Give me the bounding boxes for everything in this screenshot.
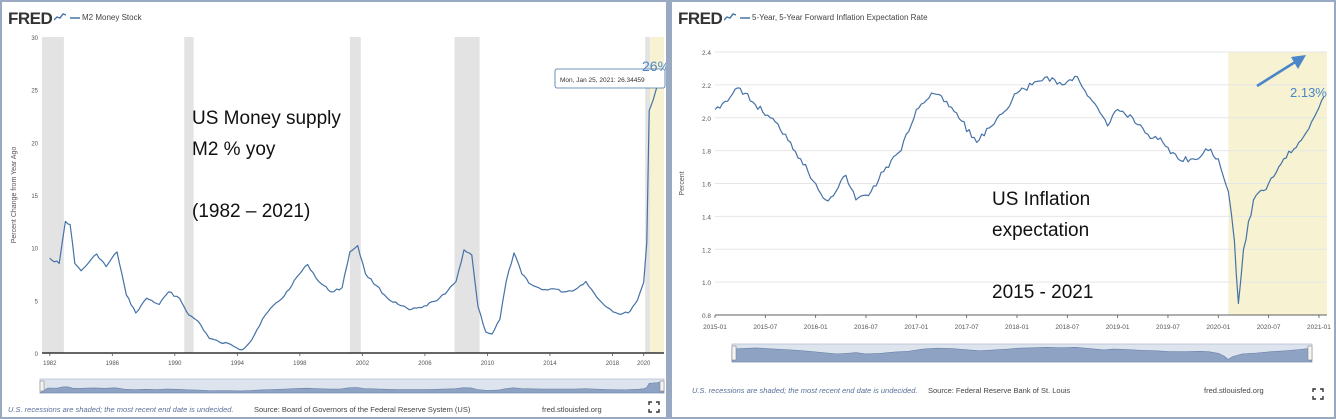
x-tick-label: 2020: [637, 361, 651, 367]
x-tick-label: 2019-01: [1106, 324, 1130, 331]
tooltip-border: [554, 68, 666, 89]
annotation-line: 2015 - 2021: [992, 282, 1094, 303]
fred-logo[interactable]: FRED: [678, 9, 723, 28]
x-tick-label: 2020-07: [1257, 324, 1281, 331]
inflation-chart-panel: FRED 5-Year, 5-Year Forward Inflation Ex…: [672, 2, 1334, 417]
fullscreen-icon[interactable]: [1312, 388, 1324, 400]
annotation-line: [192, 165, 341, 196]
series-line: [49, 75, 661, 351]
y-tick-label: 0.8: [702, 313, 711, 320]
panel-divider: [666, 0, 672, 419]
y-tick-label: 1.0: [702, 280, 711, 287]
x-tick-label: 2017-07: [955, 324, 979, 331]
x-tick-label: 2006: [418, 361, 432, 367]
navigator-series: [731, 346, 1313, 363]
x-tick-label: 2020-01: [1206, 324, 1230, 331]
annotation-line: expectation: [992, 220, 1090, 241]
navigator-series: [38, 381, 665, 394]
x-tick-label: 2002: [356, 361, 370, 367]
recession-band: [349, 37, 361, 353]
series-legend-line: [740, 17, 750, 19]
recession-band: [454, 37, 480, 353]
recession-footnote: U.S. recessions are shaded; the most rec…: [692, 386, 918, 395]
series-legend-line: [70, 17, 80, 19]
y-tick-label: 2.4: [702, 50, 711, 57]
x-tick-label: 2017-01: [904, 324, 928, 331]
x-tick-label: 2018: [606, 361, 620, 367]
y-tick-label: 1.2: [702, 247, 711, 254]
annotation-line: (1982 – 2021): [192, 201, 311, 222]
x-tick-label: 2016-01: [804, 324, 828, 331]
percent-callout: 2.13%: [1290, 85, 1327, 100]
y-tick-label: 25: [31, 89, 38, 95]
y-tick-label: 1.4: [702, 214, 711, 221]
x-tick-label: 2014: [543, 361, 557, 367]
fred-chart-icon: [724, 13, 736, 21]
x-tick-label: 2010: [481, 361, 495, 367]
y-tick-label: 20: [31, 141, 38, 147]
percent-callout: 26%: [642, 58, 666, 74]
navigator-handle[interactable]: [39, 380, 45, 392]
y-axis-label: Percent Change from Year Ago: [11, 147, 18, 244]
x-tick-label: 1998: [293, 361, 307, 367]
tooltip-box: Mon, Jan 25, 2021: 26.34459: [554, 68, 666, 89]
fred-url[interactable]: fred.stlouisfed.org: [542, 405, 602, 414]
source-footnote: Source: Federal Reserve Bank of St. Loui…: [928, 386, 1071, 395]
y-tick-label: 1.6: [702, 182, 711, 189]
x-tick-label: 2018-01: [1005, 324, 1029, 331]
m2-chart-svg: 0 5 10 15 20 25 30 1982 1986 1990 1994 1998 2002 2006…: [11, 36, 666, 394]
recession-band: [42, 37, 64, 353]
annotation-line: M2 % yoy: [192, 139, 276, 160]
highlight-band: [645, 37, 664, 353]
x-tick-label: 1986: [106, 361, 120, 367]
series-title: 5-Year, 5-Year Forward Inflation Expecta…: [752, 13, 928, 22]
y-tick-label: 15: [31, 194, 38, 200]
series-title: M2 Money Stock: [82, 13, 142, 22]
recession-band: [184, 37, 194, 353]
y-tick-label: 10: [31, 247, 38, 253]
y-tick-label: 2.2: [702, 83, 711, 90]
x-tick-label: 2018-07: [1055, 324, 1079, 331]
annotation-line: [992, 246, 1093, 277]
navigator-handle[interactable]: [731, 345, 737, 361]
trend-arrow-head: [1291, 55, 1306, 69]
y-tick-label: 30: [31, 36, 38, 42]
source-footnote: Source: Board of Governors of the Federa…: [254, 405, 471, 414]
x-tick-label: 2021-01: [1307, 324, 1331, 331]
y-tick-label: 1.8: [702, 149, 711, 156]
y-tick-label: 2.0: [702, 116, 711, 123]
fred-chart-icon: [54, 13, 66, 21]
navigator-handle[interactable]: [1307, 345, 1313, 361]
tooltip-text: Mon, Jan 25, 2021: 26.34459: [560, 77, 645, 84]
annotation-line: US Inflation: [992, 189, 1091, 210]
annotation-line: US Money supply: [192, 108, 341, 129]
fred-logo[interactable]: FRED: [8, 9, 53, 28]
x-tick-label: 2019-07: [1156, 324, 1180, 331]
m2-chart-panel: FRED M2 Money Stock 0 5 10 15 20 25 30 1982 1986…: [2, 2, 666, 417]
x-tick-label: 1990: [168, 361, 182, 367]
y-tick-label: 0: [35, 352, 39, 358]
series-line: [714, 75, 1325, 305]
x-tick-label: 2016-07: [854, 324, 878, 331]
y-axis-label: Percent: [679, 171, 686, 195]
x-tick-label: 1982: [43, 361, 57, 367]
inflation-chart-svg: 0.8 1.0 1.2 1.4 1.6 1.8 2.0 2.2 2.4 2015-01 2015-0…: [679, 50, 1331, 363]
inflation-annotation: US Inflation expectation 2015 - 2021: [992, 184, 1093, 308]
x-tick-label: 1994: [231, 361, 245, 367]
y-tick-label: 5: [35, 299, 39, 305]
fred-url[interactable]: fred.stlouisfed.org: [1204, 386, 1264, 395]
navigator-handle[interactable]: [659, 380, 665, 392]
trend-arrow-line: [1256, 57, 1301, 88]
x-tick-label: 2015-01: [703, 324, 727, 331]
fullscreen-icon[interactable]: [648, 401, 660, 413]
money-supply-annotation: US Money supply M2 % yoy (1982 – 2021): [192, 103, 341, 227]
x-tick-label: 2015-07: [753, 324, 777, 331]
recession-footnote: U.S. recessions are shaded; the most rec…: [8, 405, 234, 414]
